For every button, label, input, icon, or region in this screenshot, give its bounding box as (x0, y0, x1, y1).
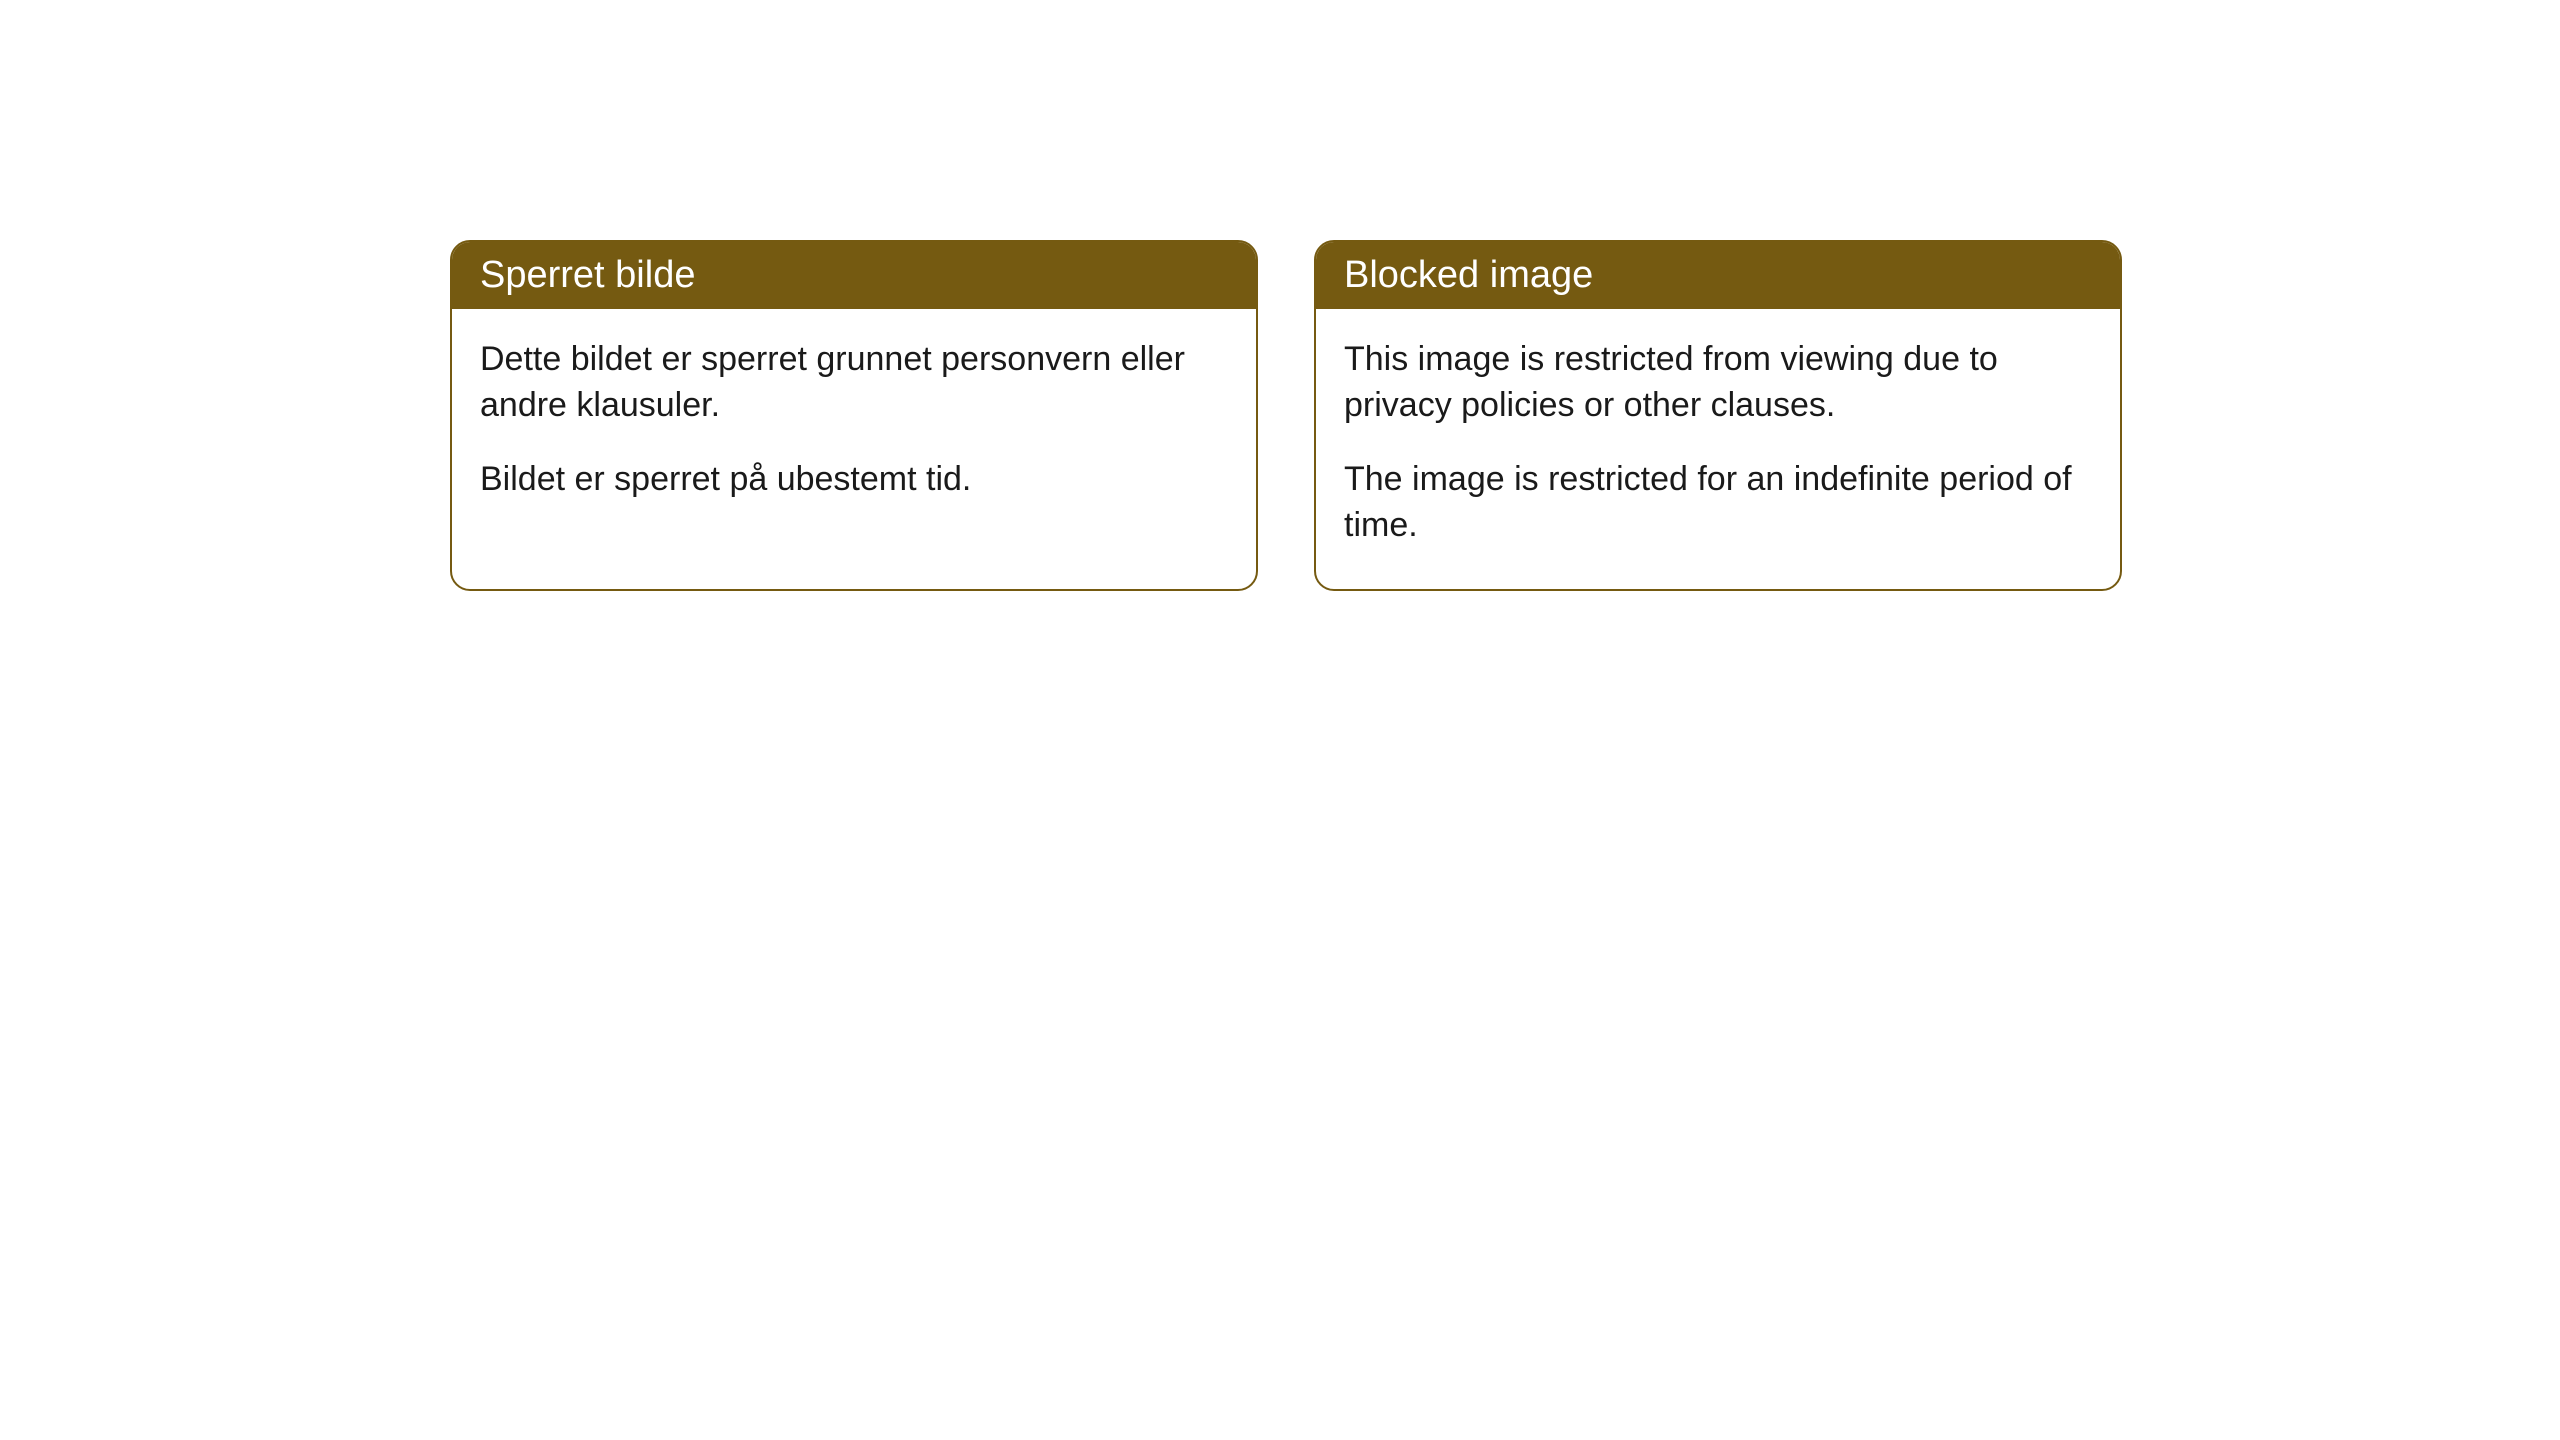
card-paragraph-2-norwegian: Bildet er sperret på ubestemt tid. (480, 457, 1228, 503)
card-header-english: Blocked image (1316, 242, 2120, 309)
card-body-norwegian: Dette bildet er sperret grunnet personve… (452, 309, 1256, 543)
card-title-english: Blocked image (1344, 254, 1593, 296)
blocked-image-card-norwegian: Sperret bilde Dette bildet er sperret gr… (450, 240, 1258, 591)
cards-container: Sperret bilde Dette bildet er sperret gr… (450, 240, 2122, 591)
blocked-image-card-english: Blocked image This image is restricted f… (1314, 240, 2122, 591)
card-body-english: This image is restricted from viewing du… (1316, 309, 2120, 589)
card-title-norwegian: Sperret bilde (480, 254, 695, 296)
card-header-norwegian: Sperret bilde (452, 242, 1256, 309)
card-paragraph-1-english: This image is restricted from viewing du… (1344, 337, 2092, 429)
card-paragraph-2-english: The image is restricted for an indefinit… (1344, 457, 2092, 549)
card-paragraph-1-norwegian: Dette bildet er sperret grunnet personve… (480, 337, 1228, 429)
